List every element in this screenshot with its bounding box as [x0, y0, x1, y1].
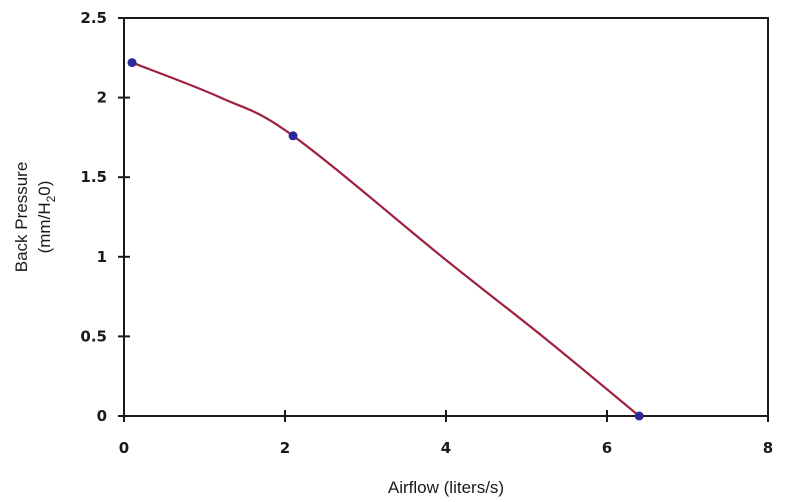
plot-area: 0 2 4 6 8 0 0.5 1 1.5 2 2.5: [80, 9, 773, 457]
x-tick-label: 0: [119, 439, 129, 457]
y-tick-label: 1: [97, 248, 107, 266]
data-point: [127, 58, 137, 68]
x-tick-label: 6: [602, 439, 612, 457]
data-point: [634, 411, 644, 421]
plot-frame: [123, 17, 769, 417]
y-axis-title-line1: Back Pressure: [12, 162, 31, 273]
y-axis-title-subscript: 2: [44, 195, 58, 202]
x-tick-label: 2: [280, 439, 290, 457]
x-tick-label: 4: [441, 439, 451, 457]
y-axis-title-line2: (mm/H20): [35, 181, 58, 254]
y-tick-label: 2: [97, 89, 107, 107]
x-tick-label: 8: [763, 439, 773, 457]
series-line: [131, 61, 640, 417]
y-tick-label: 1.5: [80, 168, 107, 186]
y-axis-title-prefix: (mm/H: [35, 202, 54, 253]
x-axis-title: Airflow (liters/s): [388, 478, 504, 497]
data-point: [288, 131, 298, 141]
y-tick-label: 2.5: [80, 9, 107, 27]
y-axis-title-suffix: 0): [35, 181, 54, 196]
y-tick-label: 0.5: [80, 327, 107, 345]
y-tick-label: 0: [97, 407, 107, 425]
